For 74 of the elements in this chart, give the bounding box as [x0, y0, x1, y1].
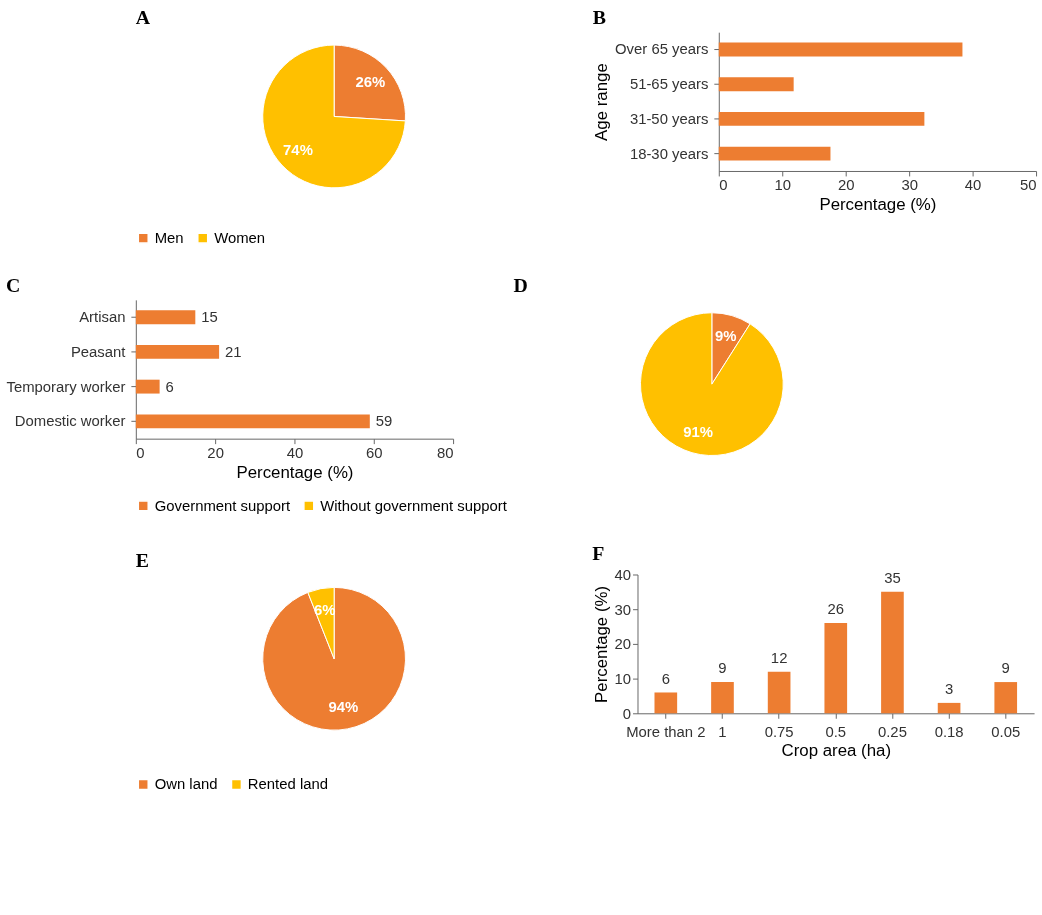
- chart-title: E: [135, 548, 150, 571]
- chart-title: D: [513, 273, 528, 296]
- x-axis-title: Percentage (%): [819, 195, 937, 215]
- chart-title: B: [592, 6, 606, 29]
- y-tick-label: 31-50 years: [629, 110, 709, 127]
- legend-label: Government support: [154, 497, 291, 514]
- data-label: 26%: [355, 74, 386, 91]
- data-label: 15: [201, 309, 218, 326]
- x-tick-label: 0.75: [764, 723, 794, 740]
- y-tick-label: Domestic worker: [14, 413, 126, 430]
- x-tick-label: 0.25: [877, 723, 907, 740]
- data-label: 35: [884, 569, 901, 586]
- x-tick-label: 30: [901, 177, 918, 194]
- pie-slice: [639, 312, 784, 457]
- x-tick-label: 20: [207, 445, 224, 461]
- legend-label: Men: [154, 230, 184, 247]
- data-label: 9: [718, 660, 727, 677]
- x-tick-label: More than 2: [626, 723, 706, 740]
- x-tick-label: 0: [136, 445, 145, 461]
- data-label: 6: [165, 378, 174, 395]
- legend-label: Without government support: [320, 497, 508, 514]
- pie-slice: [262, 586, 406, 731]
- y-tick-label: 20: [614, 636, 632, 653]
- y-axis-title: Percentage (%): [591, 585, 611, 703]
- x-tick-label: 40: [286, 445, 304, 461]
- x-axis-title: Percentage (%): [236, 462, 354, 482]
- data-label: 59: [375, 413, 393, 430]
- legend-label: Rented land: [247, 776, 328, 793]
- data-label: 91%: [683, 423, 713, 440]
- bar: [654, 692, 678, 714]
- legend-label: Own land: [154, 776, 218, 793]
- pie-slice: [262, 44, 406, 189]
- y-tick-label: 18-30 years: [629, 145, 709, 162]
- data-label: 26: [827, 601, 845, 618]
- x-tick-label: 40: [964, 177, 982, 194]
- chart-title: F: [592, 541, 605, 564]
- y-tick-label: 0: [622, 705, 632, 722]
- data-label: 74%: [283, 142, 313, 159]
- x-tick-label: 60: [366, 445, 383, 461]
- y-tick-label: 10: [614, 671, 632, 688]
- data-label: 3: [944, 680, 954, 697]
- x-tick-label: 80: [437, 445, 454, 461]
- bar: [711, 682, 734, 714]
- data-label: 9%: [714, 328, 737, 345]
- y-tick-label: Temporary worker: [6, 378, 126, 395]
- y-axis-title: Age range: [592, 63, 612, 141]
- bar: [994, 682, 1018, 714]
- x-tick-label: 0.5: [825, 723, 847, 740]
- chart-title: A: [135, 6, 151, 29]
- x-tick-label: 0.05: [991, 723, 1021, 740]
- x-tick-label: 1: [718, 723, 727, 740]
- bar: [881, 591, 904, 714]
- x-tick-label: 0: [719, 177, 728, 194]
- bar: [937, 702, 961, 714]
- y-tick-label: Artisan: [79, 309, 126, 326]
- data-label: 21: [225, 343, 242, 360]
- x-tick-label: 50: [1020, 177, 1037, 194]
- data-label: 6: [661, 670, 670, 687]
- x-tick-label: 10: [774, 177, 791, 194]
- y-tick-label: Over 65 years: [615, 41, 709, 58]
- bar: [824, 623, 848, 714]
- x-tick-label: 0.18: [934, 723, 964, 740]
- x-axis-title: Crop area (ha): [781, 741, 892, 761]
- x-tick-label: 20: [837, 177, 855, 194]
- y-tick-label: 40: [614, 566, 632, 583]
- data-label: 94%: [328, 699, 359, 716]
- data-label: 12: [770, 649, 788, 666]
- y-tick-label: 30: [614, 601, 632, 618]
- chart-title: C: [5, 273, 21, 296]
- y-tick-label: Peasant: [70, 343, 127, 360]
- data-label: 9: [1001, 660, 1010, 677]
- bar: [767, 671, 791, 714]
- y-tick-label: 51-65 years: [629, 76, 709, 93]
- legend-label: Women: [214, 230, 266, 247]
